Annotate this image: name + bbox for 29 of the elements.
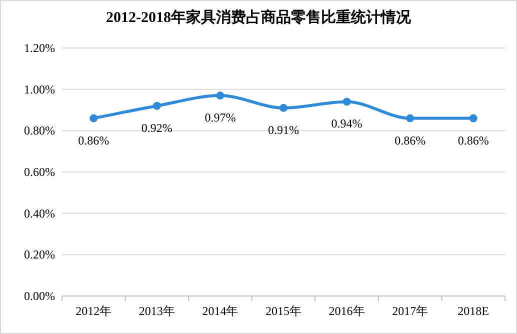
point bbox=[342, 98, 351, 106]
data-label: 0.86% bbox=[78, 133, 110, 148]
x-tick-label: 2015年 bbox=[266, 304, 302, 318]
x-tick-label: 2012年 bbox=[76, 304, 112, 318]
y-tick-label: 0.40% bbox=[24, 206, 55, 220]
data-label: 0.91% bbox=[268, 122, 299, 137]
chart-title: 2012-2018年家具消费占商品零售比重统计情况 bbox=[106, 8, 412, 26]
data-label: 0.86% bbox=[458, 133, 489, 148]
data-label: 0.92% bbox=[141, 120, 172, 135]
data-label: 0.94% bbox=[331, 116, 362, 131]
x-tick-label: 2017年 bbox=[392, 304, 428, 318]
x-tick-label: 2014年 bbox=[202, 304, 238, 318]
x-tick-label: 2018E bbox=[458, 304, 490, 318]
point bbox=[406, 114, 414, 122]
y-tick-label: 1.00% bbox=[24, 82, 55, 96]
point bbox=[152, 102, 161, 110]
y-tick-label: 0.00% bbox=[24, 289, 55, 303]
y-tick-label: 0.60% bbox=[24, 165, 55, 179]
point bbox=[216, 92, 224, 100]
data-label: 0.97% bbox=[204, 110, 236, 125]
y-tick-label: 1.20% bbox=[24, 41, 55, 55]
point bbox=[90, 114, 98, 122]
data-label: 0.86% bbox=[394, 133, 426, 148]
point bbox=[469, 114, 478, 122]
point bbox=[280, 104, 288, 112]
x-tick-label: 2013年 bbox=[138, 304, 175, 318]
y-tick-label: 0.80% bbox=[24, 124, 55, 138]
y-tick-label: 0.20% bbox=[24, 248, 55, 262]
x-tick-label: 2016年 bbox=[328, 304, 365, 318]
